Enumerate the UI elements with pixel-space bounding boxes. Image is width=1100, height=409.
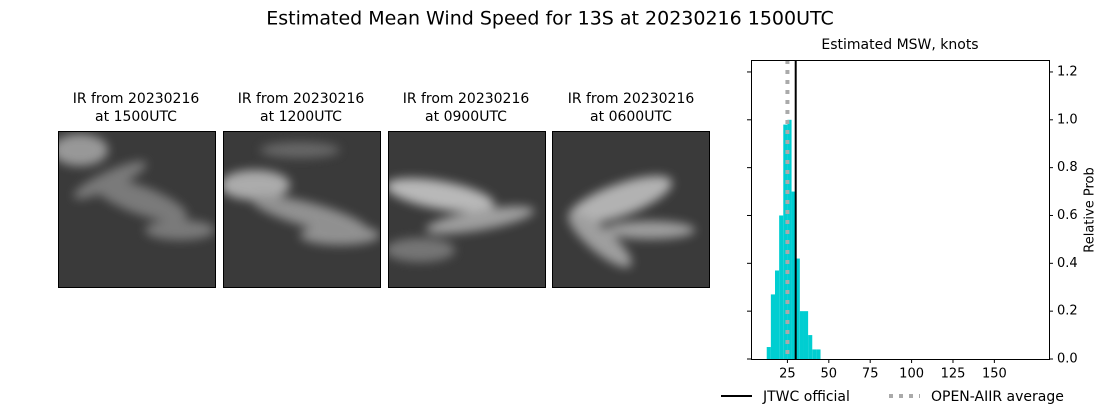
image-caption: at 0900UTC xyxy=(425,109,507,125)
x-tick-label: 25 xyxy=(779,367,796,382)
histogram-bar xyxy=(770,294,776,359)
y-tick-label: 0.6 xyxy=(1057,208,1078,223)
y-axis-label: Relative Prob xyxy=(1083,167,1098,252)
y-tick-label: 0.2 xyxy=(1057,304,1078,319)
image-caption: IR from 20230216 xyxy=(238,91,365,107)
histogram-bar xyxy=(803,311,809,359)
y-tick-label: 0.0 xyxy=(1057,352,1078,367)
legend-label: JTWC official xyxy=(762,389,850,405)
ir-image xyxy=(223,131,380,287)
image-caption: at 1500UTC xyxy=(95,109,177,125)
histogram-bar xyxy=(791,191,796,359)
histogram-bar xyxy=(799,311,804,359)
image-caption: IR from 20230216 xyxy=(73,91,200,107)
histogram-bar xyxy=(795,258,800,359)
y-tick-label: 0.4 xyxy=(1057,256,1078,271)
image-caption: IR from 20230216 xyxy=(403,91,530,107)
histogram-bar xyxy=(775,270,780,359)
histogram-bar xyxy=(779,215,784,359)
ir-image xyxy=(388,131,545,287)
ir-image xyxy=(552,131,709,287)
histogram-bar xyxy=(787,119,792,359)
image-caption: IR from 20230216 xyxy=(568,91,695,107)
chart-title: Estimated MSW, knots xyxy=(821,37,978,53)
histogram-bar xyxy=(812,349,817,359)
histogram-bar xyxy=(808,335,813,359)
image-caption: at 1200UTC xyxy=(260,109,342,125)
x-tick-label: 150 xyxy=(982,367,1007,382)
x-tick-label: 100 xyxy=(899,367,924,382)
y-tick-label: 1.2 xyxy=(1057,64,1078,79)
histogram-bar xyxy=(783,124,788,359)
ir-image xyxy=(58,131,215,287)
histogram-bar xyxy=(816,349,821,359)
figure-title: Estimated Mean Wind Speed for 13S at 202… xyxy=(266,8,834,30)
y-tick-label: 0.8 xyxy=(1057,160,1078,175)
x-tick-label: 75 xyxy=(862,367,879,382)
y-tick-label: 1.0 xyxy=(1057,112,1078,127)
plot-frame xyxy=(751,60,1050,360)
x-tick-label: 50 xyxy=(821,367,838,382)
histogram-bar xyxy=(766,347,771,359)
image-frames xyxy=(58,131,710,288)
legend-label: OPEN-AIIR average xyxy=(931,389,1064,405)
image-caption: at 0600UTC xyxy=(590,109,672,125)
x-tick-label: 125 xyxy=(941,367,966,382)
